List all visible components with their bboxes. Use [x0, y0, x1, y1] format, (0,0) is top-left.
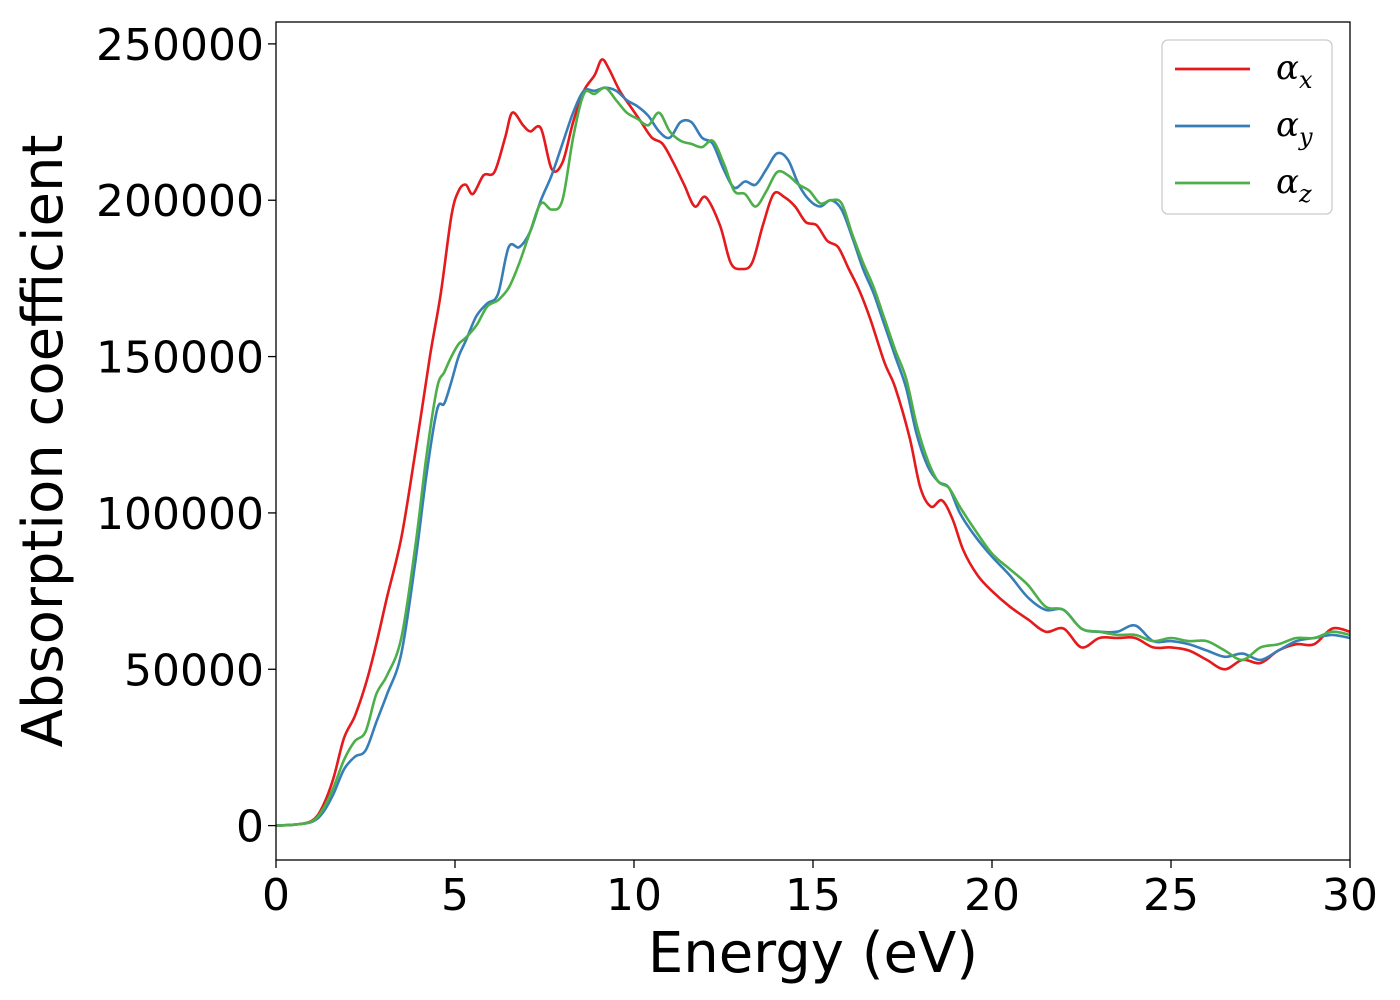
series-line-z — [275, 86, 1351, 827]
y-tick-label: 50000 — [124, 645, 264, 696]
y-tick-label: 150000 — [96, 333, 264, 384]
x-tick-label: 30 — [1322, 870, 1378, 921]
legend-symbol: α — [1276, 105, 1299, 145]
legend-label-x: αx — [1276, 48, 1313, 94]
y-axis: 0 50000 100000 150000 200000 250000 — [96, 20, 276, 853]
y-tick-label: 250000 — [96, 20, 264, 71]
legend-subscript: y — [1298, 123, 1313, 151]
legend-label-y: αy — [1276, 105, 1313, 151]
x-axis: 0 5 10 15 20 25 30 — [262, 860, 1378, 921]
x-axis-label: Energy (eV) — [648, 921, 978, 986]
y-tick-label: 100000 — [96, 489, 264, 540]
legend-symbol: α — [1276, 48, 1299, 88]
series-line-x — [275, 58, 1351, 827]
legend-subscript: x — [1299, 66, 1313, 94]
y-tick-label: 200000 — [96, 176, 264, 227]
y-tick-label: 0 — [236, 802, 264, 853]
x-tick-label: 10 — [606, 870, 662, 921]
series-layer — [275, 58, 1351, 827]
legend-symbol: α — [1276, 162, 1299, 202]
x-tick-label: 25 — [1143, 870, 1199, 921]
y-axis-label: Absorption coefficient — [11, 135, 76, 748]
x-tick-label: 20 — [964, 870, 1020, 921]
x-tick-label: 5 — [441, 870, 469, 921]
legend-label-z: αz — [1276, 162, 1312, 208]
x-tick-label: 15 — [785, 870, 841, 921]
x-tick-label: 0 — [262, 870, 290, 921]
legend-subscript: z — [1298, 180, 1312, 208]
